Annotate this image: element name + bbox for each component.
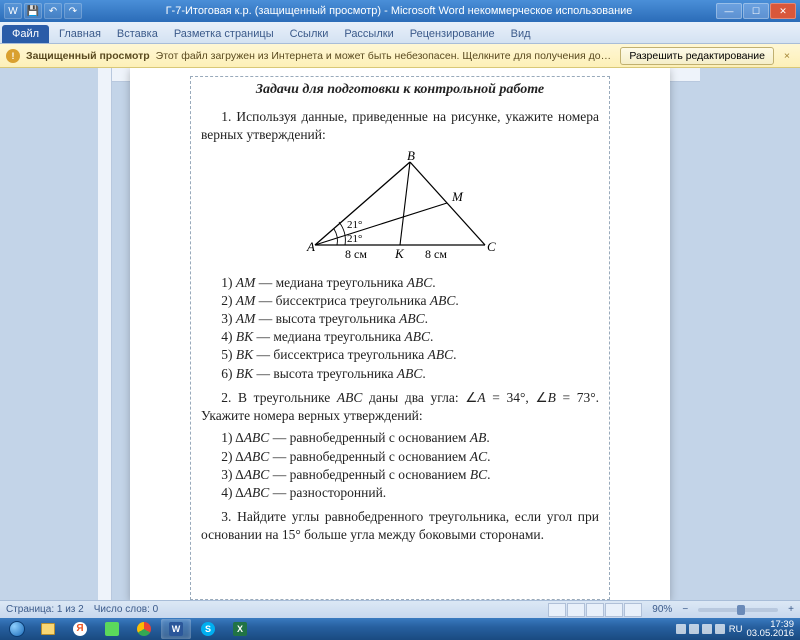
tray-icon[interactable] bbox=[689, 624, 699, 634]
svg-text:C: C bbox=[487, 239, 496, 254]
protected-view-message: Этот файл загружен из Интернета и может … bbox=[156, 50, 615, 62]
view-print-layout[interactable] bbox=[548, 603, 566, 617]
zoom-slider[interactable] bbox=[698, 608, 778, 612]
stmt2-2: 2) ΔABC — равнобедренный с основанием AC… bbox=[201, 448, 599, 466]
stmt-2: 2) AM — биссектриса треугольника ABC. bbox=[201, 292, 599, 310]
protected-view-bar: ! Защищенный просмотр Этот файл загружен… bbox=[0, 44, 800, 68]
view-outline[interactable] bbox=[605, 603, 623, 617]
stmt2-1: 1) ΔABC — равнобедренный с основанием AB… bbox=[201, 429, 599, 447]
problem-1-text: 1. Используя данные, приведенные на рису… bbox=[201, 108, 599, 144]
view-buttons bbox=[548, 603, 642, 617]
minimize-button[interactable]: — bbox=[716, 3, 742, 19]
svg-text:8 см: 8 см bbox=[425, 247, 447, 260]
task-excel[interactable]: X bbox=[225, 619, 255, 639]
svg-text:21°: 21° bbox=[347, 233, 362, 245]
tab-review[interactable]: Рецензирование bbox=[402, 25, 503, 43]
file-tab[interactable]: Файл bbox=[2, 25, 49, 43]
tab-view[interactable]: Вид bbox=[503, 25, 539, 43]
view-draft[interactable] bbox=[624, 603, 642, 617]
redo-icon[interactable]: ↷ bbox=[64, 3, 82, 19]
tray-icon[interactable] bbox=[715, 624, 725, 634]
task-app1[interactable] bbox=[97, 619, 127, 639]
title-bar: W 💾 ↶ ↷ Г-7-Итоговая к.р. (защищенный пр… bbox=[0, 0, 800, 22]
svg-text:K: K bbox=[394, 246, 405, 260]
tab-mailings[interactable]: Рассылки bbox=[336, 25, 401, 43]
status-bar: Страница: 1 из 2 Число слов: 0 90% − + bbox=[0, 600, 800, 618]
problem-3-text: 3. Найдите углы равнобедренного треуголь… bbox=[201, 508, 599, 544]
svg-text:21°: 21° bbox=[347, 219, 362, 231]
svg-text:M: M bbox=[451, 189, 464, 204]
stmt-5: 5) BK — биссектриса треугольника ABC. bbox=[201, 346, 599, 364]
svg-text:8 см: 8 см bbox=[345, 247, 367, 260]
tab-layout[interactable]: Разметка страницы bbox=[166, 25, 282, 43]
tab-home[interactable]: Главная bbox=[51, 25, 109, 43]
window-title: Г-7-Итоговая к.р. (защищенный просмотр) … bbox=[82, 5, 716, 17]
document-area: Задачи для подготовки к контрольной рабо… bbox=[0, 68, 800, 600]
tab-references[interactable]: Ссылки bbox=[282, 25, 337, 43]
problem-2-text: 2. В треугольнике ABC даны два угла: ∠A … bbox=[201, 389, 599, 425]
tray-icon[interactable] bbox=[702, 624, 712, 634]
ribbon-tabs: Файл Главная Вставка Разметка страницы С… bbox=[0, 22, 800, 44]
task-chrome[interactable] bbox=[129, 619, 159, 639]
system-tray: RU 17:39 03.05.2016 bbox=[676, 620, 798, 639]
zoom-label[interactable]: 90% bbox=[652, 604, 672, 615]
maximize-button[interactable]: ☐ bbox=[743, 3, 769, 19]
stmt-4: 4) BK — медиана треугольника ABC. bbox=[201, 328, 599, 346]
tray-icon[interactable] bbox=[676, 624, 686, 634]
protected-view-label: Защищенный просмотр bbox=[26, 50, 150, 62]
window-controls: — ☐ ✕ bbox=[716, 3, 796, 19]
page-indicator[interactable]: Страница: 1 из 2 bbox=[6, 604, 84, 615]
undo-icon[interactable]: ↶ bbox=[44, 3, 62, 19]
close-bar-icon[interactable]: × bbox=[780, 50, 794, 62]
tray-icons[interactable] bbox=[676, 624, 725, 634]
vertical-ruler[interactable] bbox=[98, 68, 112, 600]
shield-icon: ! bbox=[6, 49, 20, 63]
zoom-in-icon[interactable]: + bbox=[788, 604, 794, 615]
zoom-out-icon[interactable]: − bbox=[682, 604, 688, 615]
windows-orb-icon bbox=[9, 621, 25, 637]
enable-editing-button[interactable]: Разрешить редактирование bbox=[620, 47, 774, 65]
start-button[interactable] bbox=[2, 619, 32, 639]
stmt-6: 6) BK — высота треугольника ABC. bbox=[201, 365, 599, 383]
task-yandex[interactable]: Я bbox=[65, 619, 95, 639]
svg-text:B: B bbox=[407, 150, 415, 163]
page-content: Задачи для подготовки к контрольной рабо… bbox=[190, 76, 610, 600]
stmt-1: 1) AM — медиана треугольника ABC. bbox=[201, 274, 599, 292]
view-fullscreen[interactable] bbox=[567, 603, 585, 617]
stmt2-3: 3) ΔABC — равнобедренный с основанием BC… bbox=[201, 466, 599, 484]
svg-text:A: A bbox=[306, 239, 315, 254]
word-count[interactable]: Число слов: 0 bbox=[94, 604, 158, 615]
close-button[interactable]: ✕ bbox=[770, 3, 796, 19]
task-skype[interactable]: S bbox=[193, 619, 223, 639]
word-icon[interactable]: W bbox=[4, 3, 22, 19]
stmt-3: 3) AM — высота треугольника ABC. bbox=[201, 310, 599, 328]
view-web[interactable] bbox=[586, 603, 604, 617]
save-icon[interactable]: 💾 bbox=[24, 3, 42, 19]
taskbar: Я W S X RU 17:39 03.05.2016 bbox=[0, 618, 800, 640]
page: Задачи для подготовки к контрольной рабо… bbox=[130, 68, 670, 600]
clock[interactable]: 17:39 03.05.2016 bbox=[746, 620, 794, 639]
task-explorer[interactable] bbox=[33, 619, 63, 639]
quick-access-toolbar: W 💾 ↶ ↷ bbox=[4, 3, 82, 19]
stmt2-4: 4) ΔABC — разносторонний. bbox=[201, 484, 599, 502]
task-word[interactable]: W bbox=[161, 619, 191, 639]
doc-title: Задачи для подготовки к контрольной рабо… bbox=[201, 81, 599, 100]
tab-insert[interactable]: Вставка bbox=[109, 25, 166, 43]
lang-indicator[interactable]: RU bbox=[729, 624, 743, 635]
triangle-figure: A B C K M 21° 21° 8 см 8 см bbox=[201, 150, 599, 265]
